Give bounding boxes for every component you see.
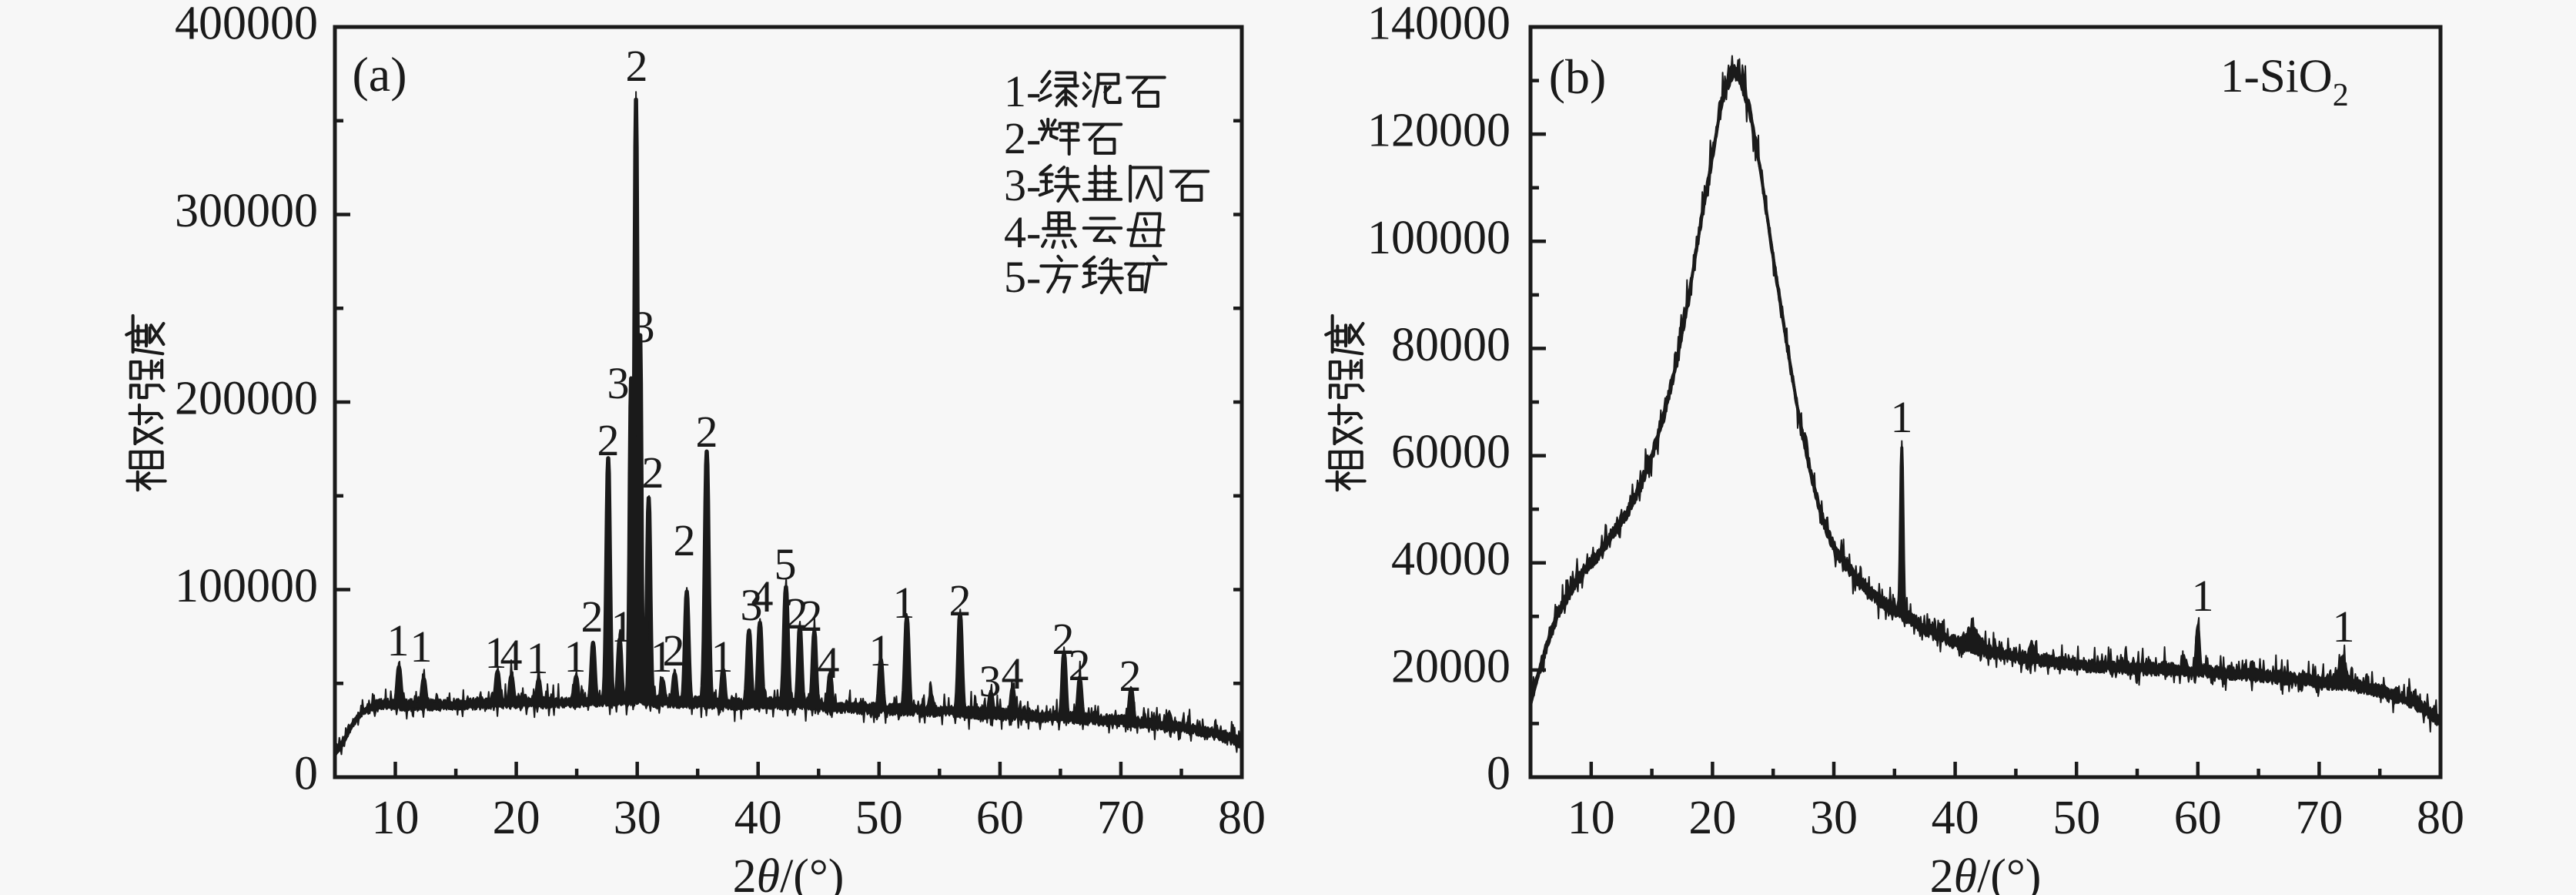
svg-text:2: 2 bbox=[597, 415, 620, 465]
svg-text:60000: 60000 bbox=[1391, 426, 1510, 478]
svg-text:40: 40 bbox=[734, 792, 782, 844]
svg-text:1: 1 bbox=[2333, 602, 2355, 652]
svg-text:2: 2 bbox=[674, 515, 696, 565]
svg-text:100000: 100000 bbox=[1367, 212, 1510, 264]
svg-text:3: 3 bbox=[741, 580, 763, 630]
svg-text:1: 1 bbox=[611, 602, 634, 652]
svg-text:50: 50 bbox=[855, 792, 903, 844]
svg-text:2: 2 bbox=[801, 591, 823, 641]
svg-text:2: 2 bbox=[663, 625, 685, 675]
svg-text:30: 30 bbox=[1810, 792, 1858, 844]
svg-text:50: 50 bbox=[2052, 792, 2100, 844]
svg-text:80: 80 bbox=[1218, 792, 1266, 844]
svg-text:20: 20 bbox=[493, 792, 540, 844]
svg-text:2: 2 bbox=[1052, 614, 1075, 664]
svg-text:4: 4 bbox=[1002, 649, 1024, 699]
svg-text:1: 1 bbox=[564, 632, 587, 682]
svg-text:400000: 400000 bbox=[175, 0, 318, 49]
svg-text:1-: 1- bbox=[1004, 66, 1041, 116]
svg-text:4: 4 bbox=[751, 572, 774, 622]
svg-text:1: 1 bbox=[2192, 571, 2214, 621]
svg-text:80000: 80000 bbox=[1391, 319, 1510, 371]
svg-text:3: 3 bbox=[633, 302, 655, 352]
svg-text:60: 60 bbox=[2174, 792, 2222, 844]
svg-text:100000: 100000 bbox=[175, 560, 318, 612]
svg-text:300000: 300000 bbox=[175, 185, 318, 237]
svg-text:10: 10 bbox=[372, 792, 420, 844]
svg-text:30: 30 bbox=[614, 792, 661, 844]
svg-text:2-: 2- bbox=[1004, 113, 1041, 163]
svg-text:1: 1 bbox=[651, 632, 673, 682]
svg-text:2: 2 bbox=[642, 448, 664, 498]
svg-text:2: 2 bbox=[696, 407, 718, 457]
svg-text:2: 2 bbox=[581, 592, 604, 642]
svg-text:1: 1 bbox=[711, 632, 734, 682]
svg-text:2: 2 bbox=[1119, 651, 1142, 701]
svg-text:2: 2 bbox=[786, 588, 808, 639]
svg-text:20: 20 bbox=[1688, 792, 1736, 844]
svg-text:4: 4 bbox=[818, 638, 840, 688]
svg-text:1: 1 bbox=[869, 625, 892, 675]
svg-text:1: 1 bbox=[893, 578, 915, 628]
svg-text:120000: 120000 bbox=[1367, 105, 1510, 157]
svg-text:(b): (b) bbox=[1549, 49, 1607, 104]
svg-text:140000: 140000 bbox=[1367, 0, 1510, 49]
svg-text:20000: 20000 bbox=[1391, 640, 1510, 692]
svg-text:40: 40 bbox=[1932, 792, 1979, 844]
svg-text:3: 3 bbox=[607, 358, 630, 408]
svg-text:10: 10 bbox=[1567, 792, 1615, 844]
svg-text:0: 0 bbox=[294, 747, 318, 799]
svg-text:1: 1 bbox=[527, 633, 549, 683]
svg-text:(a): (a) bbox=[352, 47, 406, 102]
svg-text:60: 60 bbox=[976, 792, 1024, 844]
svg-text:1: 1 bbox=[410, 622, 433, 672]
svg-text:3-: 3- bbox=[1004, 160, 1041, 210]
svg-text:2: 2 bbox=[626, 41, 648, 91]
svg-text:0: 0 bbox=[1487, 747, 1510, 799]
svg-text:2θ/(°): 2θ/(°) bbox=[733, 850, 845, 895]
svg-text:1: 1 bbox=[1891, 392, 1913, 442]
svg-text:40000: 40000 bbox=[1391, 533, 1510, 585]
svg-text:4-: 4- bbox=[1004, 207, 1041, 257]
svg-text:2: 2 bbox=[1069, 640, 1091, 690]
svg-text:80: 80 bbox=[2417, 792, 2464, 844]
svg-text:70: 70 bbox=[1097, 792, 1145, 844]
svg-text:70: 70 bbox=[2295, 792, 2343, 844]
svg-text:4: 4 bbox=[500, 630, 523, 680]
svg-text:3: 3 bbox=[979, 656, 1002, 706]
svg-text:2: 2 bbox=[949, 575, 972, 625]
svg-text:5-: 5- bbox=[1004, 252, 1041, 302]
svg-text:200000: 200000 bbox=[175, 372, 318, 424]
svg-text:2θ/(°): 2θ/(°) bbox=[1930, 850, 2042, 895]
svg-text:1: 1 bbox=[387, 615, 410, 665]
svg-text:5: 5 bbox=[774, 539, 797, 589]
svg-text:1: 1 bbox=[485, 628, 507, 678]
